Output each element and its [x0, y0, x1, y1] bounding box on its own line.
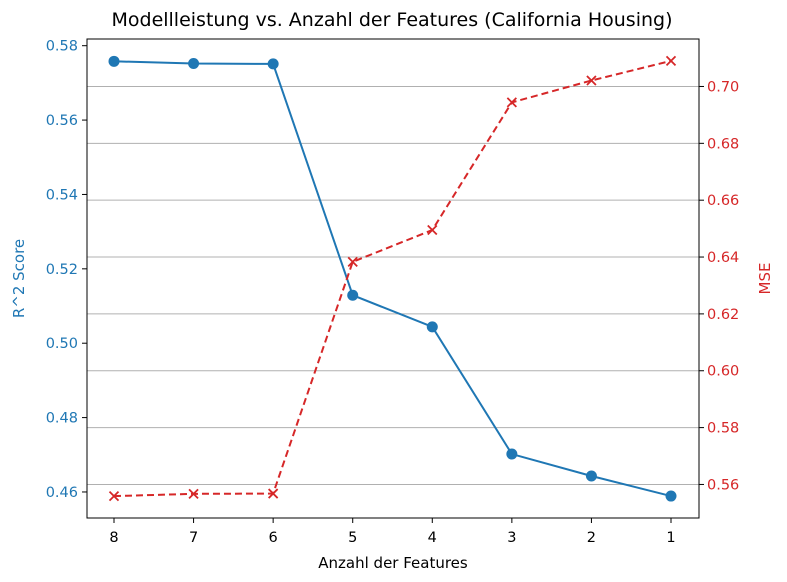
- x-tick-label: 7: [189, 530, 198, 546]
- x-tick-label: 1: [666, 530, 675, 546]
- right-tick-label: 0.58: [707, 421, 739, 437]
- data-point-x: [506, 97, 517, 108]
- data-point-circle: [347, 289, 359, 301]
- x-tick-label: 2: [587, 530, 596, 546]
- x-tick-label: 5: [348, 530, 357, 546]
- data-point-circle: [585, 470, 597, 482]
- x-tick-label: 8: [109, 530, 118, 546]
- left-tick-label: 0.50: [46, 336, 78, 352]
- left-tick-label: 0.52: [46, 262, 78, 278]
- left-tick-label: 0.56: [46, 113, 78, 129]
- data-point-circle: [188, 58, 200, 70]
- left-y-axis-label: R^2 Score: [10, 239, 28, 318]
- data-point-x: [188, 488, 199, 499]
- data-point-x: [665, 55, 677, 67]
- series-r2-score: [108, 55, 677, 502]
- data-point-circle: [267, 58, 279, 70]
- data-point-circle: [506, 448, 518, 460]
- right-tick-label: 0.68: [707, 136, 739, 152]
- data-point-x: [268, 488, 279, 499]
- left-tick-label: 0.58: [46, 39, 78, 55]
- x-tick-label: 4: [428, 530, 437, 546]
- data-point-x: [586, 75, 597, 86]
- right-tick-label: 0.62: [707, 307, 739, 323]
- series-line: [113, 59, 672, 498]
- series-mse: [108, 55, 677, 502]
- left-y-axis: 0.46 0.48 0.50 0.52 0.54 0.56 0.58: [46, 39, 87, 501]
- data-point-circle: [665, 490, 677, 502]
- data-point-circle: [108, 55, 120, 67]
- right-tick-label: 0.56: [707, 477, 739, 493]
- right-y-axis-label: MSE: [756, 263, 774, 295]
- right-tick-label: 0.60: [707, 364, 739, 380]
- data-point-x: [427, 224, 438, 236]
- data-point-x: [108, 490, 120, 502]
- x-tick-label: 3: [507, 530, 516, 546]
- grid-lines: [87, 85, 699, 485]
- right-tick-label: 0.64: [707, 250, 739, 266]
- left-tick-label: 0.48: [46, 411, 78, 427]
- right-tick-label: 0.66: [707, 193, 739, 209]
- right-y-axis: 0.56 0.58 0.60 0.62 0.64 0.66 0.68 0.70: [699, 79, 739, 493]
- data-point-circle: [426, 321, 438, 333]
- data-point-x: [347, 256, 358, 268]
- chart-title: Modellleistung vs. Anzahl der Features (…: [111, 9, 672, 31]
- x-axis-label: Anzahl der Features: [318, 554, 468, 572]
- left-tick-label: 0.54: [46, 187, 78, 203]
- x-axis: 8 7 6 5 4 3 2 1: [109, 518, 676, 546]
- plot-series: [108, 55, 677, 502]
- left-tick-label: 0.46: [46, 485, 78, 501]
- right-tick-label: 0.70: [707, 79, 739, 95]
- x-tick-label: 6: [269, 530, 278, 546]
- plot-frame: [86, 38, 700, 519]
- series-line: [113, 60, 672, 498]
